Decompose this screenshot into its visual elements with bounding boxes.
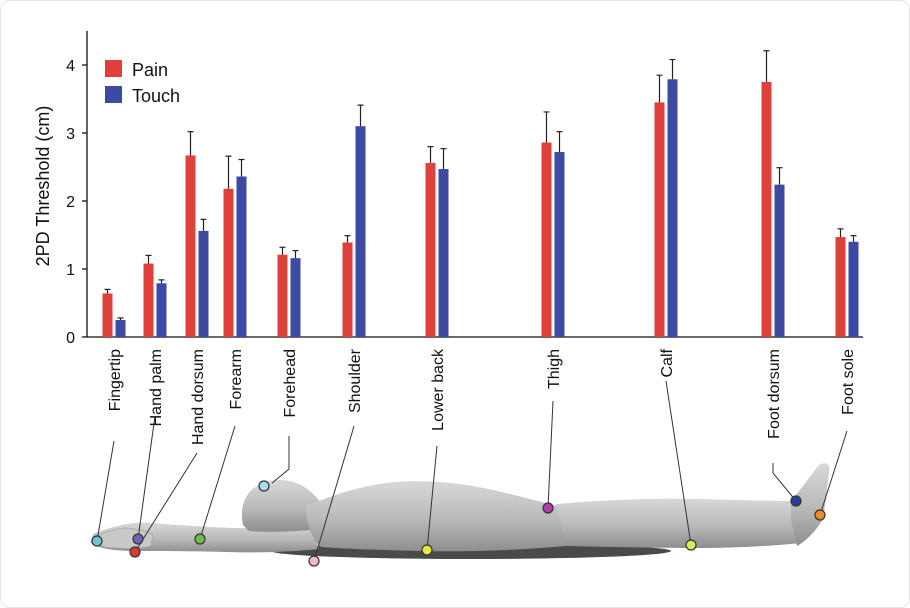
leader-line: [665, 380, 692, 546]
bar-touch-foot-sole: [848, 241, 859, 337]
y-axis-label: 2PD Threshold (cm): [33, 106, 53, 267]
body-torso: [306, 481, 566, 552]
body-marker-lower-back: [421, 544, 433, 556]
y-tick-label: 2: [66, 194, 75, 211]
legend-swatch-pain: [105, 60, 122, 77]
bar-pain-hand-dorsum: [185, 155, 196, 337]
category-label: Hand dorsum: [190, 349, 207, 445]
body-marker-thigh: [542, 502, 554, 514]
body-marker-shoulder: [308, 555, 320, 567]
body-marker-hand-palm: [132, 533, 144, 545]
bar-pain-lower-back: [425, 162, 436, 337]
body-legs: [556, 498, 801, 548]
leader-line: [313, 425, 355, 562]
body-marker-foot-dorsum: [790, 495, 802, 507]
body-marker-forehead: [258, 480, 270, 492]
bar-touch-forearm: [236, 176, 247, 337]
leader-line: [426, 445, 438, 551]
category-label: Foot sole: [840, 349, 857, 415]
legend-label-touch: Touch: [132, 86, 180, 106]
bar-pain-foot-sole: [835, 237, 846, 337]
leader-line: [819, 430, 848, 516]
category-label: Calf: [659, 348, 676, 377]
bar-pain-foot-dorsum: [761, 82, 772, 337]
bar-pain-fingertip: [102, 293, 113, 337]
body-foot: [791, 463, 830, 546]
bar-touch-hand-palm: [156, 283, 167, 337]
body-marker-hand-dorsum: [129, 546, 141, 558]
y-tick-label: 0: [66, 330, 75, 347]
leader-line: [199, 425, 236, 540]
category-labels: Fingertip Hand palm Hand dorsum Forearm Fore…: [107, 348, 857, 445]
body-marker-foot-sole: [814, 509, 826, 521]
axes: 2PD Threshold (cm): [33, 31, 863, 338]
bar-pain-thigh: [541, 142, 552, 337]
category-label: Shoulder: [347, 348, 364, 413]
category-label: Foot dorsum: [766, 349, 783, 439]
legend: Pain Touch: [105, 60, 180, 106]
bar-pain-calf: [654, 102, 665, 338]
category-label: Lower back: [430, 348, 447, 431]
body-marker-calf: [685, 539, 697, 551]
leader-line: [137, 415, 156, 540]
category-label: Forearm: [228, 349, 245, 409]
leader-line: [134, 452, 198, 553]
body-marker-fingertip: [91, 535, 103, 547]
body-head: [241, 479, 323, 532]
y-tick-label: 4: [66, 58, 75, 75]
category-label: Hand palm: [148, 349, 165, 426]
error-bars: [104, 50, 857, 320]
legend-label-pain: Pain: [132, 60, 168, 80]
y-ticks: 0 1 2 3 4: [66, 58, 87, 347]
leader-lines: [96, 380, 848, 562]
body-markers: [91, 480, 826, 567]
bar-touch-lower-back: [438, 169, 449, 337]
leader-line: [271, 436, 290, 484]
y-tick-label: 1: [66, 262, 75, 279]
category-label: Thigh: [546, 349, 563, 389]
leader-line: [547, 400, 554, 509]
bar-touch-hand-dorsum: [198, 230, 209, 337]
leader-line: [772, 463, 797, 502]
leader-line: [96, 440, 115, 542]
bar-touch-fingertip: [115, 320, 126, 337]
legend-swatch-touch: [105, 86, 122, 103]
bar-pain-forearm: [223, 188, 234, 337]
category-label: Fingertip: [107, 349, 124, 411]
bar-pain-forehead: [277, 254, 288, 337]
bar-pain-hand-palm: [143, 263, 154, 337]
bar-touch-shoulder: [355, 126, 366, 337]
bar-touch-thigh: [554, 152, 565, 337]
body-marker-forearm: [194, 533, 206, 545]
category-label: Forehead: [282, 349, 299, 418]
bar-pain-shoulder: [342, 242, 353, 337]
bar-touch-calf: [667, 79, 678, 337]
human-body-illustration: [90, 463, 830, 559]
bar-touch-foot-dorsum: [774, 184, 785, 337]
bar-touch-forehead: [290, 258, 301, 337]
bars: [102, 79, 859, 338]
y-tick-label: 3: [66, 126, 75, 143]
